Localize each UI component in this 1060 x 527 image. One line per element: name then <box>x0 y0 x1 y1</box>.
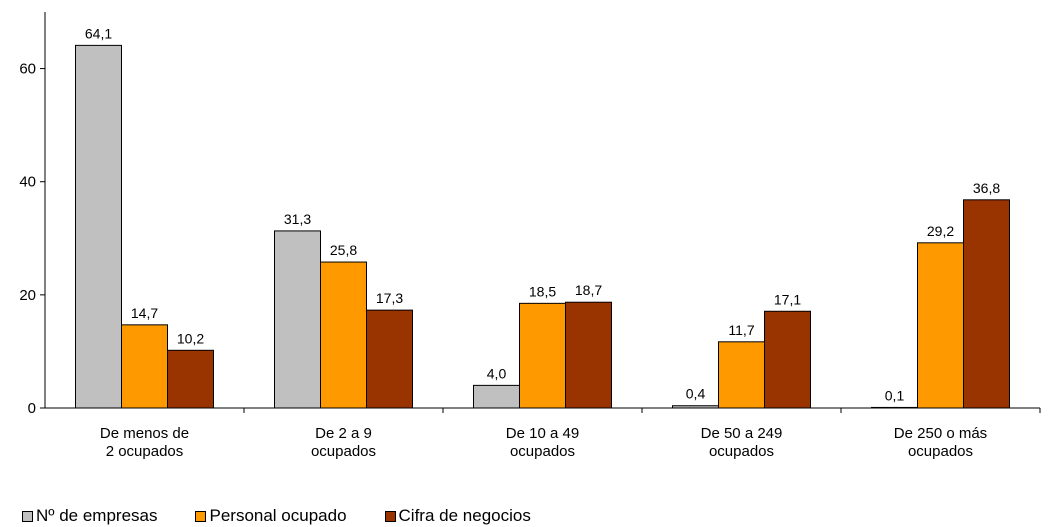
data-label: 10,2 <box>177 330 204 346</box>
x-tick-label: 2 ocupados <box>106 443 184 460</box>
bar <box>519 302 566 409</box>
y-tick-label: 40 <box>19 174 36 191</box>
data-label: 36,8 <box>973 180 1000 196</box>
legend-swatch <box>195 510 207 522</box>
x-tick-label: ocupados <box>510 443 575 460</box>
legend: Nº de empresas Personal ocupado Cifra de n… <box>22 506 569 526</box>
legend-label: Cifra de negocios <box>398 506 531 525</box>
y-tick-label: 0 <box>28 400 36 417</box>
bar <box>121 324 168 409</box>
data-label: 25,8 <box>330 242 357 258</box>
legend-item: Personal ocupado <box>195 506 347 526</box>
x-tick-label: De 2 a 9 <box>315 425 372 442</box>
data-label: 0,1 <box>885 387 905 403</box>
bar-chart: 0 20 40 60 64,1 14,7 10,2 De menos de2 ocupados… <box>19 12 1041 460</box>
bar <box>718 341 765 409</box>
bar <box>75 44 122 409</box>
data-label: 17,1 <box>774 291 801 307</box>
bar <box>672 405 719 409</box>
y-tick-label: 20 <box>19 287 36 304</box>
data-label: 18,5 <box>529 283 556 299</box>
x-tick-label: ocupados <box>311 443 376 460</box>
bar <box>366 309 413 409</box>
x-tick-label: De 250 o más <box>894 425 987 442</box>
legend-item: Cifra de negocios <box>384 506 531 526</box>
x-tick-label: De 50 a 249 <box>701 425 783 442</box>
data-label: 11,7 <box>728 322 754 338</box>
data-label: 4,0 <box>487 365 507 381</box>
legend-item: Nº de empresas <box>22 506 157 526</box>
legend-swatch <box>22 510 33 522</box>
data-label: 31,3 <box>284 211 311 227</box>
bar <box>565 301 612 409</box>
bar <box>167 349 214 409</box>
data-label: 17,3 <box>376 290 403 306</box>
bar <box>320 261 367 409</box>
legend-label: Nº de empresas <box>36 506 158 525</box>
data-label: 0,4 <box>686 386 706 402</box>
bar <box>764 310 811 409</box>
bar <box>917 242 964 409</box>
bar <box>963 199 1010 409</box>
y-tick-label: 60 <box>19 61 36 78</box>
x-tick-label: ocupados <box>709 443 774 460</box>
data-label: 64,1 <box>85 25 112 41</box>
bar <box>473 384 520 409</box>
data-label: 18,7 <box>575 282 602 298</box>
legend-swatch <box>384 510 396 522</box>
x-tick-label: ocupados <box>908 443 973 460</box>
bar <box>871 406 918 409</box>
legend-label: Personal ocupado <box>209 506 347 525</box>
data-label: 14,7 <box>131 305 158 321</box>
data-label: 29,2 <box>927 223 954 239</box>
x-tick-label: De 10 a 49 <box>506 425 579 442</box>
x-tick-label: De menos de <box>100 425 189 442</box>
bar <box>274 230 321 409</box>
